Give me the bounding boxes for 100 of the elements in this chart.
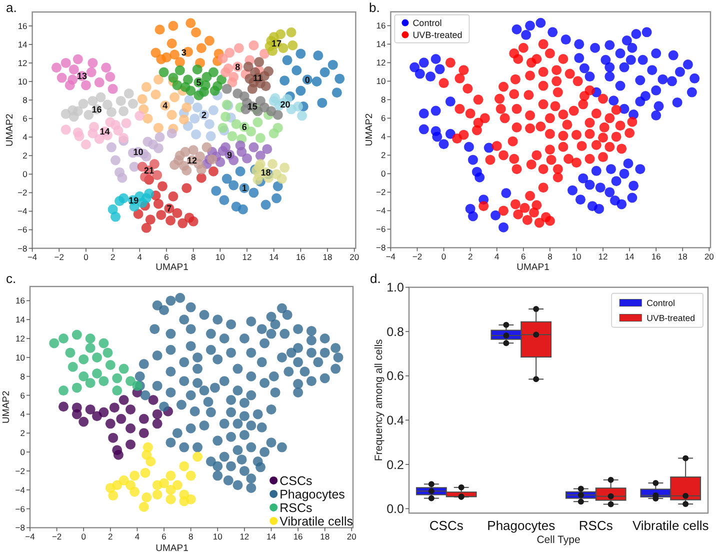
series-label: 2 [202,110,207,120]
y-tick-label: 0.8 [386,324,404,339]
x-tick-label: 0 [84,252,89,262]
series-label: 21 [144,166,154,176]
x-tick-label: 0 [81,532,86,542]
series-label: 7 [166,204,172,214]
x-tick-label: CSCs [429,518,464,533]
y-tick-label: 0.2 [386,458,404,472]
series-label: 0 [304,74,310,85]
series-label: 20 [280,99,290,110]
y-tick-label: 4 [22,132,28,142]
x-tick-label: 12 [240,532,250,542]
y-tick-label: 6 [20,390,26,400]
y-tick-label: 10 [376,76,386,86]
y-tick-label: 12 [18,58,28,68]
y-tick-label: −4 [376,206,386,216]
x-tick-label: 12 [598,252,608,262]
x-tick-label: RSCs [578,518,614,533]
y-tick-label: 14 [18,39,28,50]
series-label: 15 [247,102,258,112]
chart-title: a. [6,0,17,15]
series-label: 17 [272,38,282,49]
chart-title: c. [6,271,16,286]
x-tick-label: 4 [134,532,140,542]
chart-title: b. [369,0,380,15]
y-tick-label: 12 [376,58,386,68]
x-tick-label: −2 [54,252,64,262]
x-tick-label: 12 [242,252,252,262]
y-tick-label: 1.0 [386,280,404,295]
y-tick-label: 0.6 [386,369,404,384]
series-label: 6 [242,122,247,132]
y-tick-label: 16 [16,296,26,306]
x-tick-label: 18 [322,252,333,262]
x-axis-title: UMAP1 [156,543,188,554]
x-tick-label: 6 [164,252,170,262]
x-tick-label: 18 [678,252,688,262]
series-label: 16 [92,104,102,114]
y-tick-label: −8 [18,243,28,254]
x-tick-label: Vibratile cells [632,518,710,533]
series-label: 14 [100,126,110,137]
x-tick-label: 2 [468,252,473,262]
x-tick-label: 14 [269,252,279,262]
x-tick-label: 14 [624,252,635,262]
series-label: 1 [242,183,247,194]
x-tick-label: 8 [188,532,194,542]
y-tick-label: 8 [380,94,386,105]
x-axis-title: UMAP1 [156,262,188,273]
y-tick-label: 8 [22,95,28,106]
series-label: 8 [235,62,240,72]
y-tick-label: 16 [18,20,28,31]
x-tick-label: 20 [346,532,357,542]
y-tick-label: −4 [15,484,26,495]
y-tick-label: 8 [20,371,26,382]
x-tick-label: 10 [572,252,582,262]
x-tick-label: −2 [412,252,422,262]
y-tick-label: 14 [16,314,26,325]
x-tick-label: 6 [162,532,167,542]
y-tick-label: 2 [22,150,28,161]
y-tick-label: −6 [15,504,26,514]
y-tick-label: 14 [376,39,386,50]
x-tick-label: 0 [441,252,446,262]
series-label: 10 [133,147,144,158]
y-tick-label: 4 [20,409,26,420]
legend-label: Phagocytes [280,487,345,502]
x-tick-label: Phagocytes [487,518,556,533]
y-tick-label: −8 [15,522,26,533]
chart-title: d. [370,271,381,286]
x-tick-label: 16 [293,532,304,542]
legend-label: CSCs [280,474,312,488]
y-axis-title: UMAP2 [4,114,16,147]
x-tick-label: 4 [137,252,142,262]
x-tick-label: 8 [190,252,196,262]
y-tick-label: −8 [376,242,386,253]
y-tick-label: −2 [18,188,28,198]
y-tick-label: 0 [20,447,26,458]
y-tick-label: 0.4 [386,414,404,428]
x-tick-label: 20 [704,252,714,262]
y-tick-label: −2 [376,187,386,198]
x-axis-title: UMAP1 [516,262,550,273]
series-label: 19 [128,196,139,206]
legend-label: Control [412,18,442,28]
x-tick-label: 20 [350,252,360,262]
x-tick-label: 16 [651,252,662,262]
y-tick-label: 2 [380,150,386,160]
y-tick-label: −6 [376,224,386,234]
y-tick-label: 0.0 [386,502,404,516]
x-tick-label: 18 [320,532,330,542]
y-tick-label: 4 [380,132,386,142]
x-tick-label: 10 [215,252,226,262]
x-tick-label: −2 [52,532,62,542]
legend-label: UVB-treated [412,30,462,40]
y-tick-label: 0 [22,169,28,180]
x-tick-label: 10 [212,532,223,542]
x-axis-title: Cell Type [536,534,580,546]
y-tick-label: −2 [15,466,26,476]
series-label: 12 [186,155,197,166]
y-tick-label: −6 [18,224,28,235]
x-tick-label: 6 [521,252,526,262]
x-tick-label: 8 [548,252,553,262]
series-label: 18 [260,167,271,178]
